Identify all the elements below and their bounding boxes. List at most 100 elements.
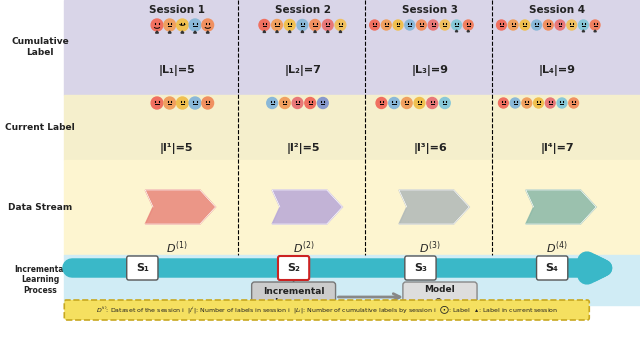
Circle shape — [370, 20, 380, 30]
Circle shape — [414, 98, 425, 109]
Text: |L₂|=7: |L₂|=7 — [285, 64, 322, 75]
Circle shape — [534, 98, 543, 108]
Text: Current Label: Current Label — [5, 124, 75, 133]
Polygon shape — [168, 31, 171, 33]
FancyBboxPatch shape — [536, 256, 568, 280]
Circle shape — [271, 19, 282, 30]
Circle shape — [555, 20, 565, 30]
Circle shape — [520, 20, 530, 30]
FancyBboxPatch shape — [405, 256, 436, 280]
Circle shape — [508, 20, 518, 30]
Text: Model
$\Theta_2$: Model $\Theta_2$ — [424, 285, 455, 309]
Text: S₃: S₃ — [414, 263, 427, 273]
Text: $D^{(1)}$: $D^{(1)}$ — [166, 240, 188, 256]
Text: Incremental
Learning
Process: Incremental Learning Process — [14, 265, 66, 295]
Text: |l¹|=5: |l¹|=5 — [160, 143, 193, 154]
Text: S₂: S₂ — [287, 263, 300, 273]
Circle shape — [310, 19, 321, 30]
Text: Session 1: Session 1 — [148, 5, 205, 15]
FancyBboxPatch shape — [252, 282, 335, 313]
Text: $D^{(4)}$: $D^{(4)}$ — [546, 240, 568, 256]
Circle shape — [189, 19, 201, 31]
Circle shape — [579, 20, 588, 30]
Polygon shape — [467, 30, 470, 32]
Circle shape — [499, 98, 508, 108]
Circle shape — [440, 98, 450, 109]
Circle shape — [280, 98, 290, 109]
Circle shape — [202, 19, 214, 31]
Bar — [64, 160, 640, 255]
Text: |l³|=6: |l³|=6 — [413, 143, 447, 154]
Text: Incremental
Learner: Incremental Learner — [263, 287, 324, 307]
Polygon shape — [582, 30, 584, 32]
Bar — [64, 0, 640, 95]
Polygon shape — [145, 190, 216, 224]
Circle shape — [323, 19, 333, 30]
Text: |L₄|=9: |L₄|=9 — [538, 64, 575, 75]
Circle shape — [405, 20, 415, 30]
Text: S₁: S₁ — [136, 263, 148, 273]
Circle shape — [417, 20, 426, 30]
Circle shape — [177, 19, 188, 31]
Circle shape — [401, 98, 412, 109]
Circle shape — [164, 19, 175, 31]
Polygon shape — [263, 30, 266, 33]
Circle shape — [202, 97, 214, 109]
Polygon shape — [594, 30, 596, 32]
Circle shape — [335, 19, 346, 30]
Text: Data Stream: Data Stream — [8, 202, 72, 211]
Text: $D^{(3)}$: $D^{(3)}$ — [419, 240, 441, 256]
Polygon shape — [339, 30, 342, 33]
Circle shape — [164, 97, 175, 109]
Bar — [64, 255, 640, 305]
Circle shape — [189, 97, 201, 109]
Circle shape — [522, 98, 532, 108]
Polygon shape — [206, 31, 209, 33]
Polygon shape — [455, 30, 458, 32]
Text: |l²|=5: |l²|=5 — [287, 143, 320, 154]
Circle shape — [317, 98, 328, 109]
Circle shape — [393, 20, 403, 30]
Polygon shape — [181, 31, 184, 33]
Polygon shape — [326, 30, 329, 33]
FancyBboxPatch shape — [64, 300, 589, 320]
Circle shape — [427, 98, 438, 109]
FancyBboxPatch shape — [127, 256, 158, 280]
Circle shape — [388, 98, 399, 109]
Text: $D^{(2)}$: $D^{(2)}$ — [292, 240, 314, 256]
FancyBboxPatch shape — [278, 256, 309, 280]
Circle shape — [376, 98, 387, 109]
Circle shape — [381, 20, 391, 30]
Circle shape — [151, 97, 163, 109]
Circle shape — [510, 98, 520, 108]
Text: Session 4: Session 4 — [529, 5, 585, 15]
Circle shape — [590, 20, 600, 30]
Text: S₄: S₄ — [546, 263, 559, 273]
Circle shape — [305, 98, 316, 109]
Circle shape — [177, 97, 188, 109]
Circle shape — [452, 20, 461, 30]
Circle shape — [297, 19, 308, 30]
Text: $D^{(i)}$: Dataset of the session i  $|l^i|$: Number of labels in session i  $|L: $D^{(i)}$: Dataset of the session i $|l^… — [96, 304, 558, 316]
Bar — [64, 95, 640, 160]
Polygon shape — [289, 30, 291, 33]
Circle shape — [497, 20, 506, 30]
Text: |l⁴|=7: |l⁴|=7 — [540, 143, 574, 154]
Polygon shape — [272, 190, 342, 224]
Text: Cumulative
Label: Cumulative Label — [11, 37, 68, 57]
Text: |L₃|=9: |L₃|=9 — [412, 64, 449, 75]
Circle shape — [543, 20, 553, 30]
Circle shape — [557, 98, 567, 108]
Text: |L₁|=5: |L₁|=5 — [158, 64, 195, 75]
Text: Session 2: Session 2 — [275, 5, 332, 15]
Polygon shape — [193, 31, 196, 33]
Circle shape — [151, 19, 163, 31]
FancyBboxPatch shape — [403, 282, 477, 313]
Circle shape — [428, 20, 438, 30]
Text: Session 3: Session 3 — [402, 5, 458, 15]
Polygon shape — [301, 30, 304, 33]
Circle shape — [267, 98, 278, 109]
Polygon shape — [156, 31, 159, 33]
Circle shape — [292, 98, 303, 109]
Circle shape — [567, 20, 577, 30]
